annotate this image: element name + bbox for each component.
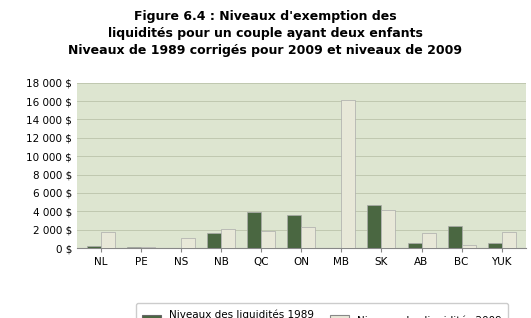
Bar: [127, 247, 141, 248]
Bar: [87, 246, 101, 248]
Bar: [141, 247, 155, 248]
Bar: [181, 238, 195, 248]
Text: Figure 6.4 : Niveaux d'exemption des
liquidités pour un couple ayant deux enfant: Figure 6.4 : Niveaux d'exemption des liq…: [68, 10, 463, 57]
Bar: [461, 245, 476, 248]
Bar: [301, 227, 315, 248]
Bar: [487, 243, 502, 248]
Bar: [341, 100, 355, 248]
Bar: [448, 226, 461, 248]
Bar: [502, 232, 516, 248]
Bar: [101, 232, 115, 248]
Bar: [422, 233, 435, 248]
Bar: [367, 205, 381, 248]
Bar: [247, 212, 261, 248]
Bar: [207, 233, 221, 248]
Bar: [221, 229, 235, 248]
Bar: [261, 231, 275, 248]
Legend: Niveaux des liquidités 1989
corrigés pour l'inflation, Niveaux des liquidités 20: Niveaux des liquidités 1989 corrigés pou…: [136, 303, 508, 318]
Bar: [407, 243, 422, 248]
Bar: [287, 215, 301, 248]
Bar: [381, 211, 396, 248]
